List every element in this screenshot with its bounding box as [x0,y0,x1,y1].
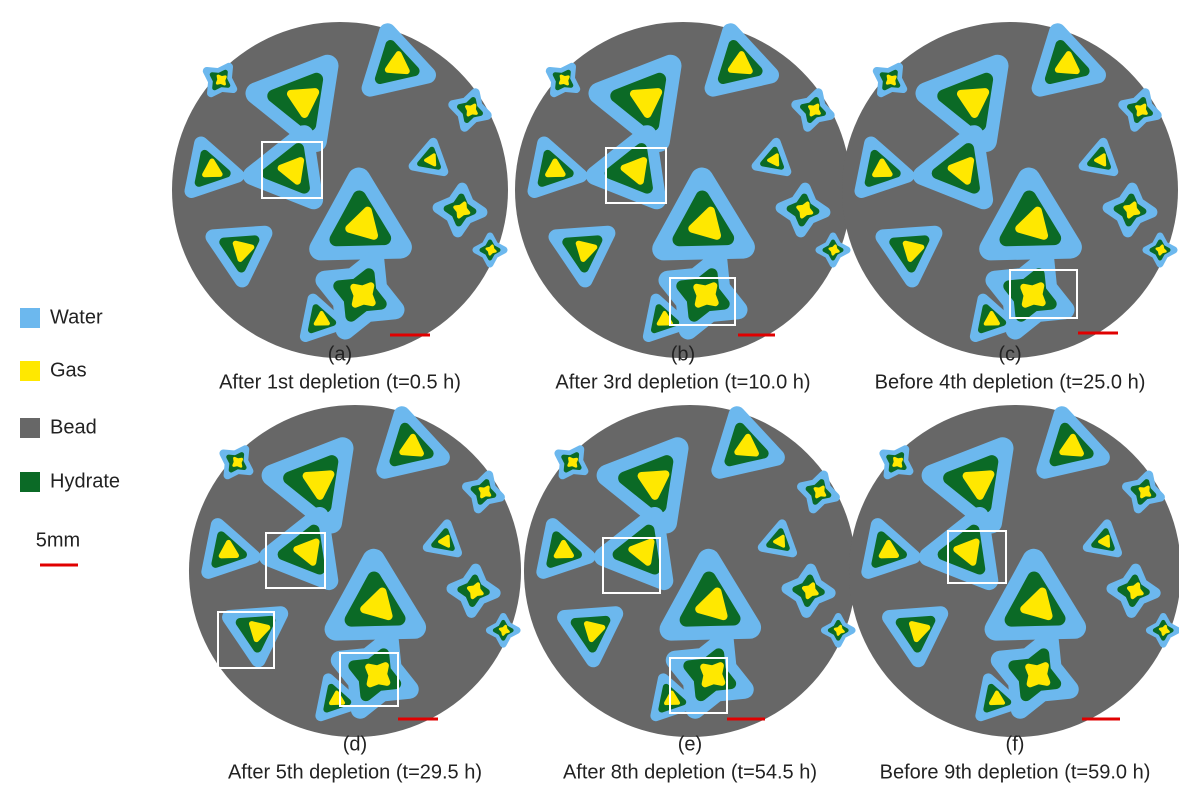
panel-letter: (e) [678,733,702,755]
panel-letter: (c) [998,343,1021,365]
micrograph [849,405,1179,737]
panel-letter: (d) [343,733,367,755]
micrograph [189,405,521,737]
micrograph [524,405,856,737]
legend-swatch [20,472,40,492]
micrograph [515,22,851,358]
panel-caption: After 1st depletion (t=0.5 h) [219,371,461,393]
panel-letter: (f) [1006,733,1025,755]
panel-letter: (a) [328,343,352,365]
panel-caption: Before 4th depletion (t=25.0 h) [875,371,1146,393]
legend-swatch [20,308,40,328]
scale-label: 5mm [36,529,80,551]
panel-caption: After 8th depletion (t=54.5 h) [563,761,817,783]
legend-label: Water [50,306,103,328]
page: {"legend": [ {"label": "Water", "color":… [0,0,1179,787]
panel-caption: After 5th depletion (t=29.5 h) [228,761,482,783]
legend-swatch [20,361,40,381]
panel-letter: (b) [671,343,695,365]
panel-caption: After 3rd depletion (t=10.0 h) [555,371,810,393]
legend-label: Gas [50,359,87,381]
micrograph [172,22,508,358]
legend-label: Bead [50,416,97,438]
legend-swatch [20,418,40,438]
figure: 5mm (a) After 1st depletion (t=0.5 h) (b) A… [0,0,1179,787]
panel-caption: Before 9th depletion (t=59.0 h) [880,761,1151,783]
legend-label: Hydrate [50,470,120,492]
